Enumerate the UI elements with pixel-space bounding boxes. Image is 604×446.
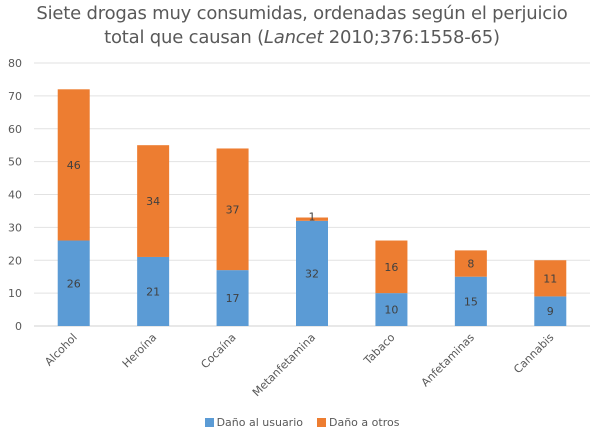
bar-segment-others-1 <box>137 145 170 257</box>
data-label: 10 <box>384 304 398 317</box>
data-label: 16 <box>384 261 398 274</box>
y-tick-label: 40 <box>8 189 22 202</box>
data-label: 17 <box>226 292 240 305</box>
data-label: 11 <box>543 272 557 285</box>
data-label: 37 <box>226 203 240 216</box>
y-tick-label: 30 <box>8 221 22 234</box>
bar-segment-others-4 <box>375 240 408 294</box>
x-category-label: Tabaco <box>361 331 398 368</box>
y-tick-label: 80 <box>8 57 22 70</box>
y-tick-label: 0 <box>15 320 22 333</box>
chart-title: Siete drogas muy consumidas, ordenadas s… <box>0 2 604 50</box>
legend-item-others: Daño a otros <box>317 416 399 429</box>
title-italic-journal: Lancet <box>263 27 324 48</box>
data-label: 15 <box>464 295 478 308</box>
bar-segment-user-4 <box>375 293 408 326</box>
chart-title-line2: total que causan (Lancet 2010;376:1558-6… <box>0 26 604 50</box>
x-category-label: Heroína <box>120 331 159 370</box>
bar-segment-user-2 <box>216 270 249 326</box>
chart-title-line1: Siete drogas muy consumidas, ordenadas s… <box>36 3 568 24</box>
x-category-label: Anfetaminas <box>419 331 477 389</box>
x-category-label: Cocaína <box>198 331 238 371</box>
bar-segment-others-6 <box>534 260 567 297</box>
y-tick-label: 60 <box>8 123 22 136</box>
bars <box>57 89 567 326</box>
bar-segment-user-6 <box>534 296 567 326</box>
data-label: 21 <box>146 285 160 298</box>
bar-segment-user-0 <box>57 240 90 326</box>
legend-item-user: Daño al usuario <box>204 416 303 429</box>
legend-label: Daño al usuario <box>216 416 303 429</box>
x-category-label: Metanfetamina <box>250 331 318 399</box>
x-category-label: Alcohol <box>42 331 80 369</box>
x-axis: Alcohol Heroína Cocaína Metanfetamina Tabaco… <box>42 331 556 399</box>
y-tick-label: 20 <box>8 254 22 267</box>
y-tick-label: 50 <box>8 156 22 169</box>
data-labels: 26 46 21 34 17 37 32 1 10 16 15 8 9 11 <box>67 159 558 318</box>
bar-segment-others-5 <box>454 250 487 277</box>
data-label: 46 <box>67 159 81 172</box>
bar-segment-user-5 <box>454 276 487 326</box>
data-label: 32 <box>305 267 319 280</box>
legend-label: Daño a otros <box>329 416 400 429</box>
y-tick-label: 10 <box>8 287 22 300</box>
data-label: 34 <box>146 195 160 208</box>
legend: Daño al usuario Daño a otros <box>0 416 604 429</box>
data-label: 1 <box>309 211 316 224</box>
title-suffix: 2010;376:1558-65) <box>323 27 500 48</box>
bar-segment-others-0 <box>57 89 90 241</box>
bar-segment-user-3 <box>296 220 328 326</box>
legend-swatch <box>204 418 214 427</box>
legend-swatch <box>317 418 326 427</box>
bar-segment-others-3 <box>296 217 328 221</box>
data-label: 26 <box>67 277 81 290</box>
y-tick-label: 70 <box>8 90 22 103</box>
title-prefix: total que causan ( <box>104 27 264 48</box>
y-axis: 0 10 20 30 40 50 60 70 80 <box>8 57 22 333</box>
data-label: 8 <box>467 258 474 271</box>
bar-segment-user-1 <box>137 256 170 326</box>
x-category-label: Cannabis <box>511 331 556 376</box>
data-label: 9 <box>547 305 554 318</box>
bar-segment-others-2 <box>216 148 249 271</box>
